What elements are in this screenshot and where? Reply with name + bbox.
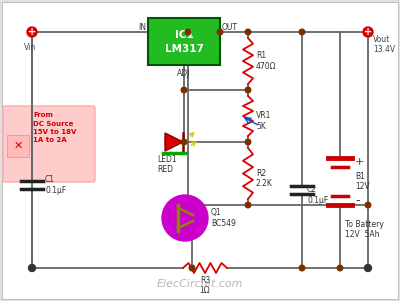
Text: R3
1Ω: R3 1Ω: [200, 276, 210, 295]
Text: Vin: Vin: [24, 43, 36, 52]
Text: ADJ: ADJ: [177, 69, 191, 78]
FancyBboxPatch shape: [3, 106, 95, 182]
Text: C1
0.1µF: C1 0.1µF: [45, 175, 66, 195]
Text: +: +: [28, 27, 36, 37]
Circle shape: [337, 265, 343, 271]
Text: LM317: LM317: [164, 45, 204, 54]
Circle shape: [245, 87, 251, 93]
Text: VR1
5K: VR1 5K: [256, 111, 271, 131]
Bar: [148, 18, 220, 65]
Circle shape: [28, 265, 36, 272]
Circle shape: [363, 27, 373, 37]
Text: From
DC Source
15V to 18V
1A to 2A: From DC Source 15V to 18V 1A to 2A: [33, 112, 76, 144]
Circle shape: [185, 29, 191, 35]
Circle shape: [217, 29, 223, 35]
Circle shape: [299, 265, 305, 271]
Circle shape: [299, 29, 305, 35]
Circle shape: [29, 265, 35, 271]
Polygon shape: [165, 133, 183, 151]
Text: +: +: [355, 157, 364, 167]
Text: OUT: OUT: [222, 23, 238, 33]
Text: IC1: IC1: [175, 30, 193, 41]
Circle shape: [29, 29, 35, 35]
Text: To Battery
12V  5Ah: To Battery 12V 5Ah: [345, 220, 384, 239]
Text: R2
2.2K: R2 2.2K: [256, 169, 273, 188]
Circle shape: [365, 202, 371, 208]
Circle shape: [364, 265, 372, 272]
Circle shape: [181, 139, 187, 145]
Text: C2
0.1µF: C2 0.1µF: [307, 185, 328, 205]
Circle shape: [181, 87, 187, 93]
Circle shape: [245, 29, 251, 35]
Circle shape: [27, 27, 37, 37]
Text: +: +: [364, 27, 372, 37]
Circle shape: [189, 265, 195, 271]
Circle shape: [245, 202, 251, 208]
Text: R1
470Ω: R1 470Ω: [256, 51, 276, 71]
Text: -: -: [355, 194, 360, 207]
Bar: [7, 135, 29, 157]
Text: Q1
BC549: Q1 BC549: [211, 208, 236, 228]
Circle shape: [245, 139, 251, 145]
Text: Vout
13.4V: Vout 13.4V: [373, 35, 395, 54]
Text: ElecCircuit.com: ElecCircuit.com: [157, 279, 243, 289]
Text: B1
12V: B1 12V: [355, 172, 370, 191]
Text: ✕: ✕: [13, 141, 23, 151]
Circle shape: [162, 195, 208, 241]
Text: LED1
RED: LED1 RED: [157, 155, 177, 174]
Text: IN: IN: [138, 23, 146, 33]
